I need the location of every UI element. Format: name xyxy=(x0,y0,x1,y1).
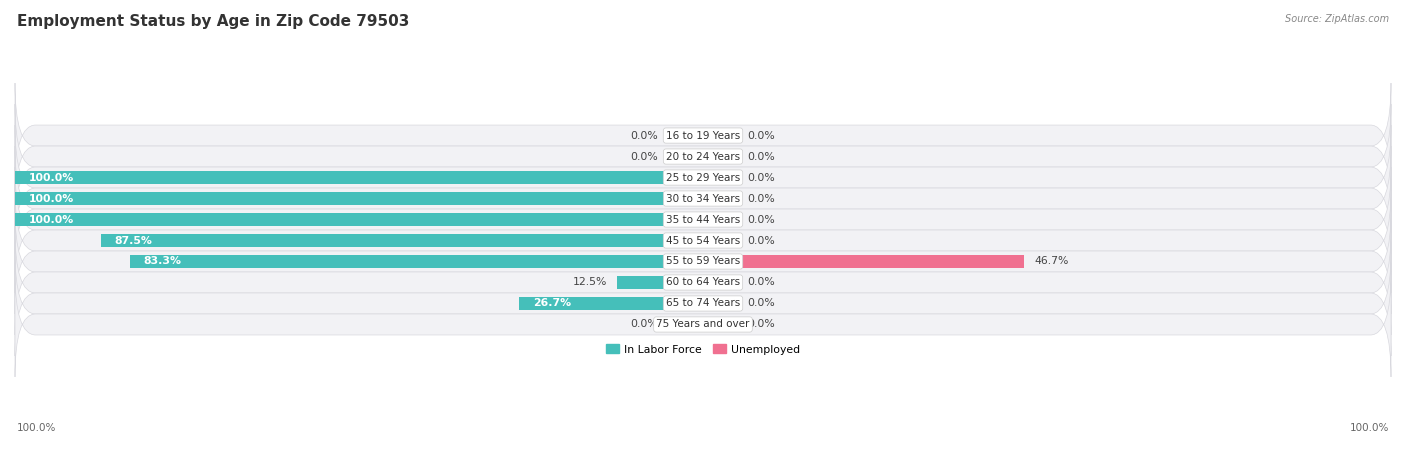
Text: Employment Status by Age in Zip Code 79503: Employment Status by Age in Zip Code 795… xyxy=(17,14,409,28)
Bar xyxy=(129,255,703,268)
FancyBboxPatch shape xyxy=(15,125,1391,230)
Text: 100.0%: 100.0% xyxy=(1350,423,1389,433)
FancyBboxPatch shape xyxy=(15,104,1391,209)
Bar xyxy=(703,192,737,205)
Bar xyxy=(101,234,703,247)
Text: 75 Years and over: 75 Years and over xyxy=(657,319,749,330)
Bar xyxy=(669,129,703,142)
Text: 100.0%: 100.0% xyxy=(28,193,75,203)
Text: 83.3%: 83.3% xyxy=(143,257,181,267)
Bar xyxy=(703,276,737,289)
Text: 20 to 24 Years: 20 to 24 Years xyxy=(666,152,740,161)
Text: 0.0%: 0.0% xyxy=(748,215,776,225)
Text: 0.0%: 0.0% xyxy=(748,235,776,245)
FancyBboxPatch shape xyxy=(15,230,1391,335)
FancyBboxPatch shape xyxy=(15,272,1391,377)
Text: 0.0%: 0.0% xyxy=(748,193,776,203)
Bar xyxy=(703,234,737,247)
Text: 55 to 59 Years: 55 to 59 Years xyxy=(666,257,740,267)
Text: 100.0%: 100.0% xyxy=(28,215,75,225)
Text: 100.0%: 100.0% xyxy=(28,173,75,183)
Text: 16 to 19 Years: 16 to 19 Years xyxy=(666,130,740,141)
Text: 0.0%: 0.0% xyxy=(748,130,776,141)
FancyBboxPatch shape xyxy=(15,146,1391,251)
Text: 26.7%: 26.7% xyxy=(533,299,571,308)
Bar xyxy=(703,213,737,226)
Bar xyxy=(703,150,737,163)
Text: 0.0%: 0.0% xyxy=(748,319,776,330)
Bar xyxy=(669,318,703,331)
Text: 87.5%: 87.5% xyxy=(115,235,153,245)
Bar xyxy=(15,192,703,205)
Bar xyxy=(15,171,703,184)
Text: 0.0%: 0.0% xyxy=(748,277,776,287)
Bar xyxy=(703,297,737,310)
Bar xyxy=(703,129,737,142)
Text: 65 to 74 Years: 65 to 74 Years xyxy=(666,299,740,308)
Text: 35 to 44 Years: 35 to 44 Years xyxy=(666,215,740,225)
Bar xyxy=(15,213,703,226)
Text: 0.0%: 0.0% xyxy=(630,319,658,330)
Text: 0.0%: 0.0% xyxy=(748,173,776,183)
Text: 0.0%: 0.0% xyxy=(630,152,658,161)
Text: 60 to 64 Years: 60 to 64 Years xyxy=(666,277,740,287)
Text: 30 to 34 Years: 30 to 34 Years xyxy=(666,193,740,203)
Text: 0.0%: 0.0% xyxy=(748,299,776,308)
Bar xyxy=(617,276,703,289)
Bar xyxy=(669,150,703,163)
Bar xyxy=(703,318,737,331)
Text: 46.7%: 46.7% xyxy=(1035,257,1069,267)
Bar xyxy=(703,255,1025,268)
Text: 0.0%: 0.0% xyxy=(630,130,658,141)
Bar xyxy=(703,171,737,184)
FancyBboxPatch shape xyxy=(15,83,1391,188)
FancyBboxPatch shape xyxy=(15,251,1391,356)
Text: 45 to 54 Years: 45 to 54 Years xyxy=(666,235,740,245)
Bar xyxy=(519,297,703,310)
Text: 100.0%: 100.0% xyxy=(17,423,56,433)
FancyBboxPatch shape xyxy=(15,167,1391,272)
Text: 25 to 29 Years: 25 to 29 Years xyxy=(666,173,740,183)
FancyBboxPatch shape xyxy=(15,188,1391,293)
FancyBboxPatch shape xyxy=(15,209,1391,314)
Text: 0.0%: 0.0% xyxy=(748,152,776,161)
Text: 12.5%: 12.5% xyxy=(572,277,606,287)
Legend: In Labor Force, Unemployed: In Labor Force, Unemployed xyxy=(602,340,804,359)
Text: Source: ZipAtlas.com: Source: ZipAtlas.com xyxy=(1285,14,1389,23)
